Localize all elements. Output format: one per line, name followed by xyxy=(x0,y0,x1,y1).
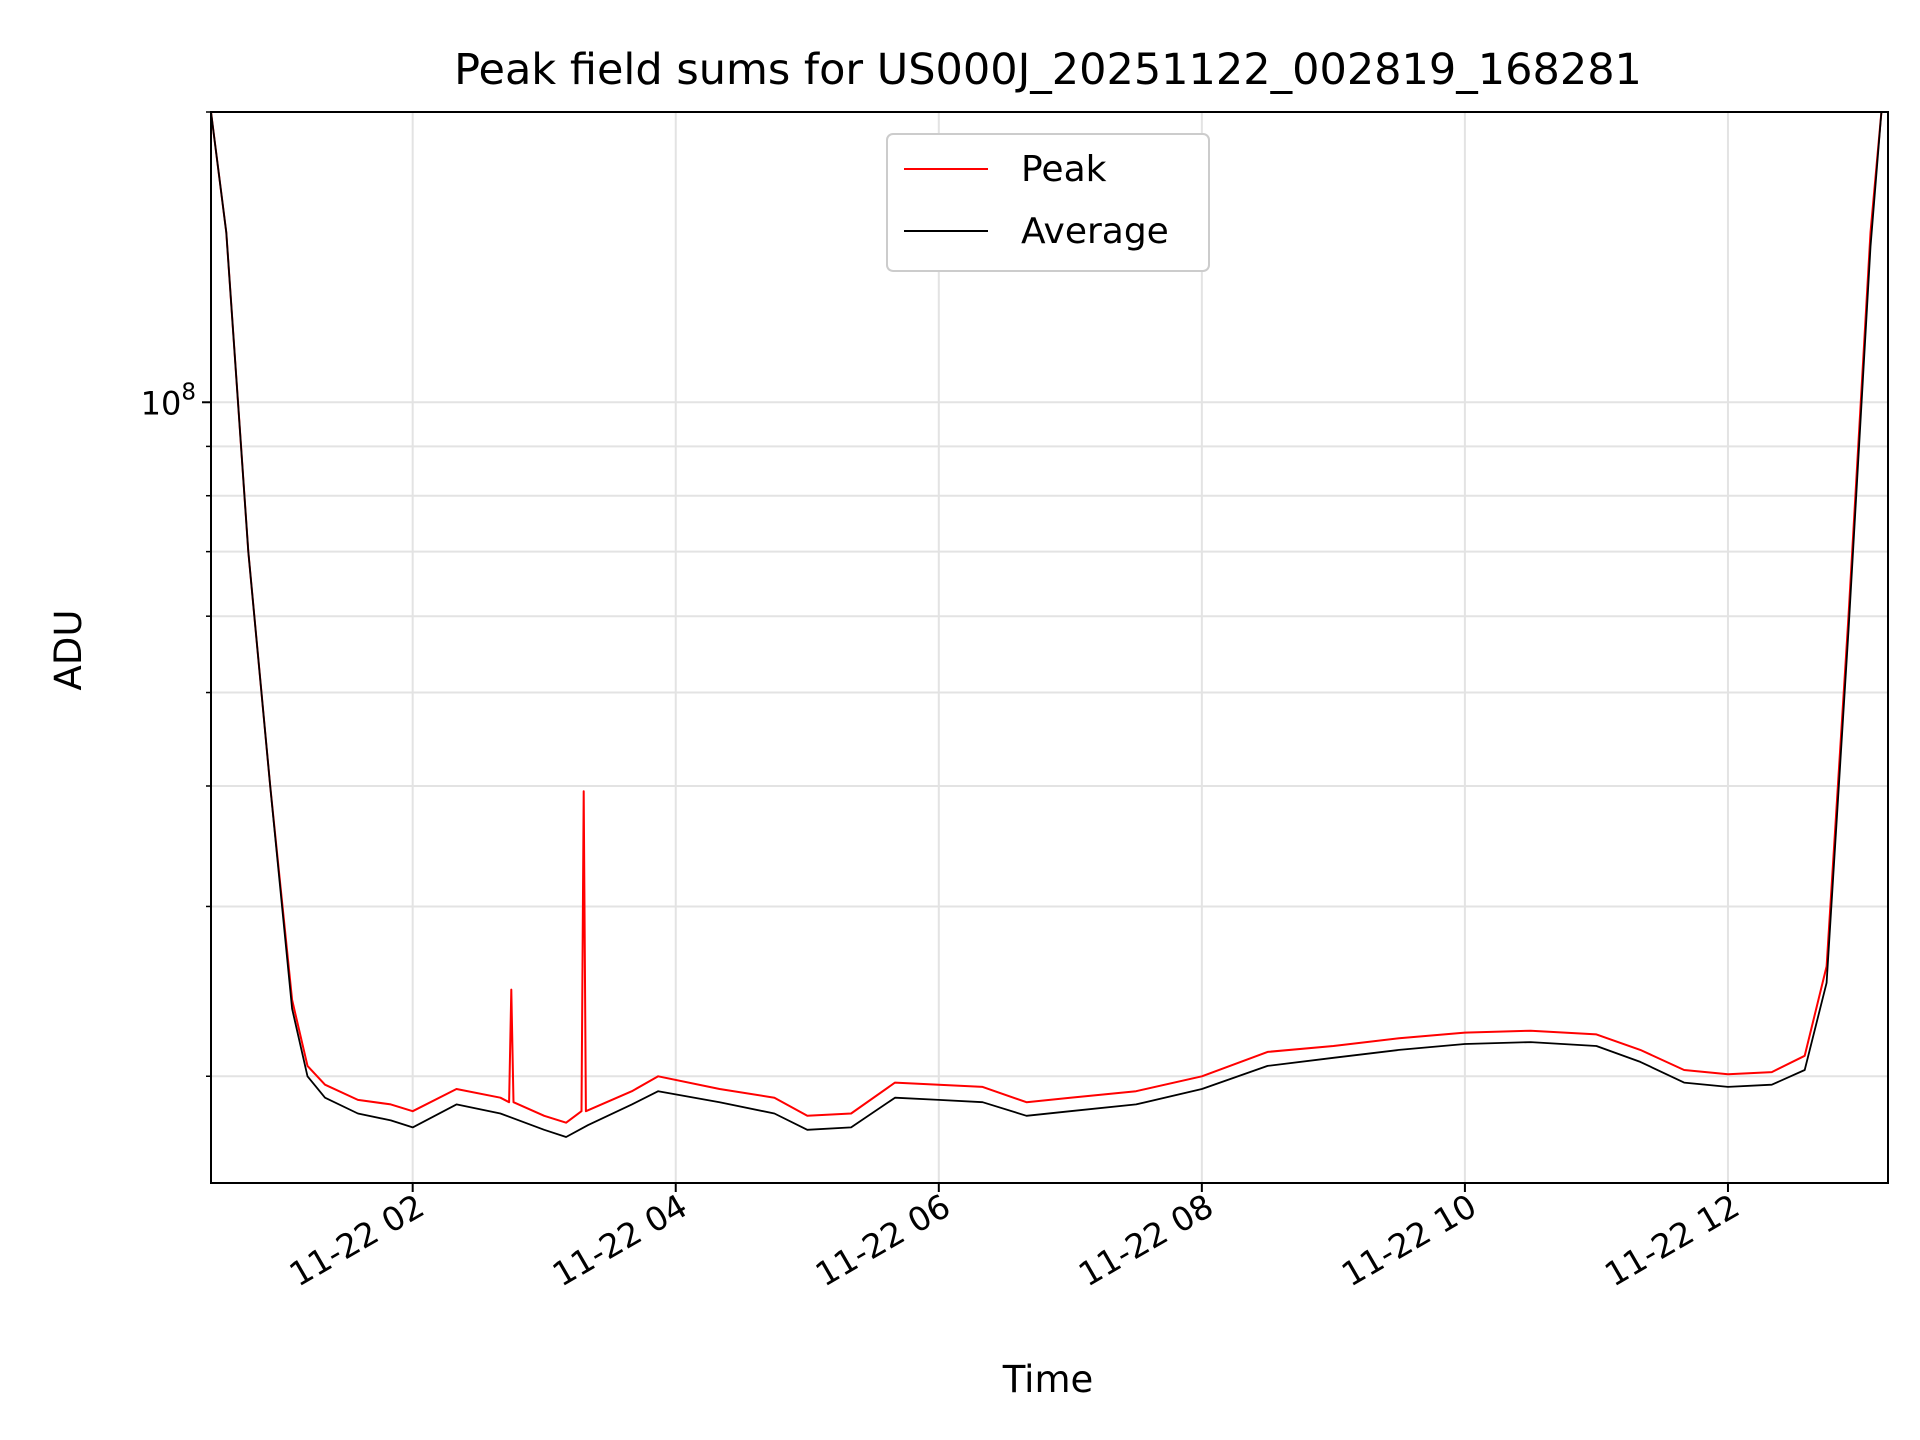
series-layer xyxy=(211,112,1888,1138)
series-line-average xyxy=(211,112,1888,1138)
y-tick-label: 108 xyxy=(141,379,196,422)
plot-frame xyxy=(210,111,1889,1184)
x-axis-label: Time xyxy=(1002,1358,1094,1401)
y-axis-label: ADU xyxy=(47,610,90,691)
chart-title: Peak field sums for US000J_20251122_0028… xyxy=(454,45,1642,95)
legend: Peak Average xyxy=(886,133,1210,272)
y-axis: 108 xyxy=(141,111,211,1078)
legend-label: Peak xyxy=(1021,149,1107,190)
legend-label: Average xyxy=(1021,211,1169,252)
series-line-peak xyxy=(211,112,1888,1124)
